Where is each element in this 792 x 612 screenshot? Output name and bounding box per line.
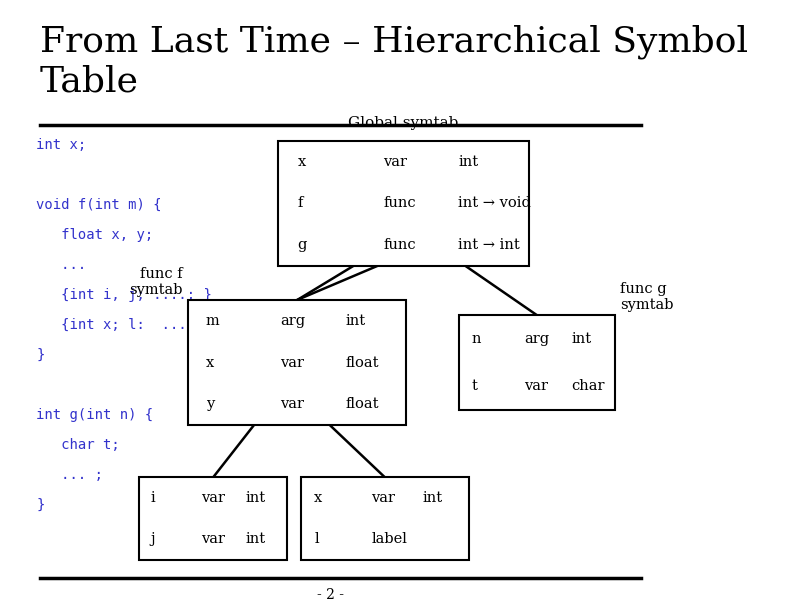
Text: int: int — [422, 491, 442, 505]
Text: var: var — [280, 356, 304, 370]
Text: l: l — [314, 532, 319, 547]
Text: var: var — [280, 397, 304, 411]
Text: x: x — [298, 155, 306, 169]
Text: Global symtab: Global symtab — [348, 116, 459, 130]
Text: {int i, j; ....; }: {int i, j; ....; } — [36, 288, 212, 302]
Text: float: float — [345, 356, 379, 370]
Bar — [139, 477, 287, 560]
Text: var: var — [383, 155, 407, 169]
Text: j: j — [150, 532, 155, 547]
Text: void f(int m) {: void f(int m) { — [36, 198, 162, 212]
Text: - 2 -: - 2 - — [317, 588, 344, 602]
Text: int: int — [246, 491, 266, 505]
Text: var: var — [201, 532, 225, 547]
Text: int: int — [345, 314, 365, 328]
Text: func: func — [383, 196, 416, 211]
Text: char t;: char t; — [36, 438, 120, 452]
Text: x: x — [206, 356, 214, 370]
Text: arg: arg — [524, 332, 550, 346]
Text: y: y — [206, 397, 214, 411]
Text: func g
symtab: func g symtab — [620, 282, 673, 312]
Bar — [188, 300, 406, 425]
Text: int: int — [459, 155, 478, 169]
Text: t: t — [472, 379, 478, 394]
Text: int g(int n) {: int g(int n) { — [36, 408, 154, 422]
Text: From Last Time – Hierarchical Symbol
Table: From Last Time – Hierarchical Symbol Tab… — [40, 24, 748, 99]
Text: float: float — [345, 397, 379, 411]
Bar — [301, 477, 469, 560]
Text: i: i — [150, 491, 155, 505]
Text: var: var — [371, 491, 395, 505]
Text: func: func — [383, 238, 416, 252]
Text: }: } — [36, 498, 44, 512]
Text: ... ;: ... ; — [36, 468, 103, 482]
Bar — [277, 141, 529, 266]
Text: n: n — [472, 332, 482, 346]
Text: arg: arg — [280, 314, 305, 328]
Text: label: label — [371, 532, 407, 547]
Text: }: } — [36, 348, 44, 362]
Text: int: int — [571, 332, 592, 346]
Text: int: int — [246, 532, 266, 547]
Text: ...: ... — [36, 258, 86, 272]
Text: float x, y;: float x, y; — [36, 228, 154, 242]
Text: f: f — [298, 196, 303, 211]
Text: char: char — [571, 379, 604, 394]
Text: int → int: int → int — [459, 238, 520, 252]
Text: m: m — [206, 314, 219, 328]
Text: {int x; l:  ...; }: {int x; l: ...; } — [36, 318, 212, 332]
Text: int x;: int x; — [36, 138, 86, 152]
Text: x: x — [314, 491, 322, 505]
Bar — [459, 315, 615, 410]
Text: int → void: int → void — [459, 196, 531, 211]
Text: func f
symtab: func f symtab — [130, 267, 183, 297]
Text: g: g — [298, 238, 307, 252]
Text: var: var — [201, 491, 225, 505]
Text: var: var — [524, 379, 549, 394]
